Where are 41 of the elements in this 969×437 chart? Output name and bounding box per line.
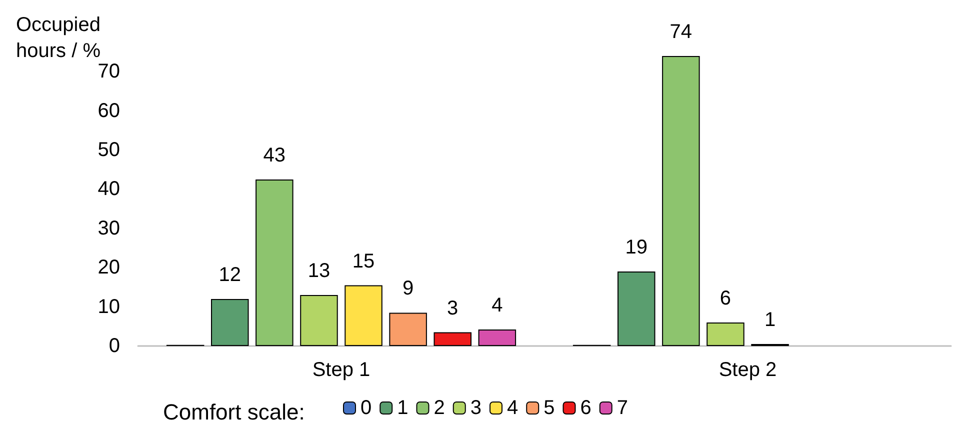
data-label: 6 bbox=[720, 287, 732, 310]
y-tick-label: 70 bbox=[98, 60, 120, 83]
bar bbox=[344, 285, 382, 346]
legend-label: 2 bbox=[434, 397, 445, 419]
data-label: 4 bbox=[492, 294, 503, 317]
legend-label: 3 bbox=[470, 397, 482, 419]
y-tick-label: 20 bbox=[98, 256, 120, 279]
bar bbox=[300, 295, 338, 346]
x-tick-label: Step 1 bbox=[312, 359, 370, 381]
y-tick-label: 30 bbox=[98, 217, 120, 240]
bar bbox=[478, 330, 516, 346]
data-label: 13 bbox=[308, 260, 330, 282]
y-tick-label: 40 bbox=[98, 178, 120, 200]
data-label: 15 bbox=[352, 250, 375, 272]
data-label: 43 bbox=[263, 144, 286, 166]
bar bbox=[211, 298, 249, 346]
y-tick-label: 50 bbox=[98, 139, 120, 162]
bar bbox=[618, 272, 656, 346]
legend-label: 6 bbox=[580, 397, 592, 419]
y-axis-title: Occupied hours / % bbox=[16, 14, 101, 62]
y-tick-label: 0 bbox=[108, 335, 120, 357]
bar bbox=[389, 312, 427, 346]
bar bbox=[662, 56, 700, 346]
y-tick-label: 10 bbox=[98, 296, 120, 318]
data-label: 19 bbox=[625, 236, 648, 259]
bar bbox=[706, 322, 744, 346]
legend-label: 1 bbox=[397, 397, 408, 419]
legend-title: Comfort scale: bbox=[163, 400, 305, 424]
data-label: 74 bbox=[670, 21, 692, 43]
bar bbox=[256, 179, 294, 346]
data-label: 12 bbox=[218, 264, 242, 286]
y-tick-label: 60 bbox=[98, 100, 120, 122]
legend-label: 5 bbox=[544, 397, 555, 419]
legend-label: 7 bbox=[616, 397, 628, 419]
x-tick-label: Step 2 bbox=[718, 359, 777, 381]
data-label: 3 bbox=[447, 297, 458, 320]
data-label: 1 bbox=[764, 309, 776, 332]
data-label: 9 bbox=[402, 278, 414, 300]
legend-label: 0 bbox=[360, 397, 372, 419]
legend-label: 4 bbox=[506, 397, 518, 419]
bar bbox=[434, 332, 472, 346]
